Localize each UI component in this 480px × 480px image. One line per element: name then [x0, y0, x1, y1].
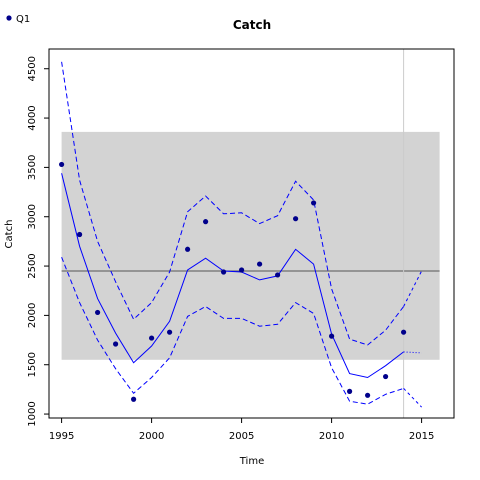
y-tick-label: 3000	[27, 204, 38, 229]
lower-ci-line	[61, 257, 404, 405]
upper-ci-line	[61, 61, 404, 346]
y-axis: 1000 1500 2000 2500 3000 3500 4000 4500	[27, 56, 49, 427]
y-axis-label: Catch	[4, 220, 15, 249]
x-tick-label: 2015	[409, 431, 434, 442]
reference-band	[61, 131, 440, 360]
observed-point	[401, 329, 407, 335]
y-tick-label: 2000	[27, 303, 38, 328]
observed-point	[293, 216, 299, 222]
forecast-estimate-line	[403, 351, 422, 354]
chart-title: Catch	[233, 18, 271, 32]
observed-point	[257, 261, 263, 267]
y-tick-label: 1000	[27, 401, 38, 426]
y-tick-label: 1500	[27, 352, 38, 377]
x-tick-label: 2000	[139, 431, 164, 442]
estimate-line	[61, 173, 404, 379]
x-tick-label: 1995	[49, 431, 74, 442]
observed-point	[347, 388, 353, 394]
x-tick-label: 2005	[229, 431, 254, 442]
observed-point	[221, 269, 227, 275]
observed-point	[329, 333, 335, 339]
x-axis: 1995 2000 2005 2010 2015	[49, 418, 434, 442]
observed-point	[113, 341, 119, 347]
observed-point	[59, 161, 65, 168]
observed-point	[77, 231, 83, 238]
x-tick-label: 2010	[319, 431, 344, 442]
observed-point	[275, 272, 281, 278]
y-tick-label: 2500	[27, 253, 38, 278]
observed-point	[311, 200, 317, 206]
legend-marker-q1	[6, 15, 12, 21]
observed-point	[167, 329, 173, 335]
observed-point	[131, 396, 137, 402]
legend-label-q1: Q1	[16, 14, 30, 25]
forecast-upper-line	[403, 270, 423, 307]
plot-frame	[48, 48, 455, 419]
observed-point	[149, 335, 155, 341]
legend: Q1	[6, 14, 30, 25]
observed-point	[239, 267, 245, 273]
observed-point	[203, 219, 209, 225]
plot-layer	[59, 49, 440, 418]
y-tick-label: 4500	[27, 56, 38, 81]
observed-point	[383, 373, 389, 380]
y-tick-label: 4000	[27, 105, 38, 130]
observed-point	[185, 246, 191, 252]
forecast-lower-line	[403, 388, 422, 408]
observed-point	[365, 392, 371, 398]
y-tick-label: 3500	[27, 155, 38, 180]
observed-point	[95, 309, 101, 316]
x-axis-label: Time	[239, 456, 264, 467]
